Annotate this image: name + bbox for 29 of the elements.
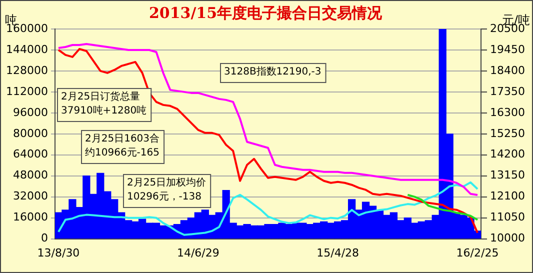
y2-tick-label: 14200 <box>490 148 526 161</box>
y2-tick-label: 13150 <box>490 168 526 182</box>
x-tick-label: 15/4/28 <box>316 246 360 260</box>
y-tick-label: 16000 <box>12 210 48 224</box>
y2-tick-label: 10000 <box>490 232 526 245</box>
annotation: 2月25日1603合约10966元-165 <box>85 132 160 159</box>
y2-tick-label: 12100 <box>490 190 526 203</box>
y2-tick-label: 19450 <box>490 42 526 56</box>
annotation: 2月25日订货总量 37910吨+1280吨 <box>61 90 147 117</box>
y-tick-label: 144000 <box>6 42 48 56</box>
y-tick-label: 0 <box>40 232 48 245</box>
y2-tick-label: 15250 <box>490 126 526 140</box>
annotation: 3128B指数12190,-3 <box>224 66 322 78</box>
x-tick-label: 16/2/25 <box>456 246 499 260</box>
y-tick-label: 80000 <box>12 126 48 140</box>
y-tick-label: 128000 <box>6 64 48 77</box>
chart-title: 2013/15年度电子撮合日交易情况 <box>148 4 384 22</box>
y2-tick-label: 17350 <box>490 84 526 98</box>
y-tick-label: 64000 <box>12 148 48 161</box>
x-tick-label: 14/6/29 <box>176 246 220 260</box>
y-tick-label: 32000 <box>12 190 48 203</box>
annotation: 2月25日加权均价 10296元，-138 <box>127 176 206 203</box>
x-tick-label: 13/8/30 <box>37 246 80 260</box>
y2-tick-label: 11050 <box>490 210 526 224</box>
y-tick-label: 112000 <box>6 84 48 98</box>
y-tick-label: 48000 <box>12 168 48 182</box>
y-tick-label: 96000 <box>12 106 48 119</box>
y2-tick-label: 18400 <box>490 64 526 77</box>
y2-tick-label: 16300 <box>490 106 526 119</box>
